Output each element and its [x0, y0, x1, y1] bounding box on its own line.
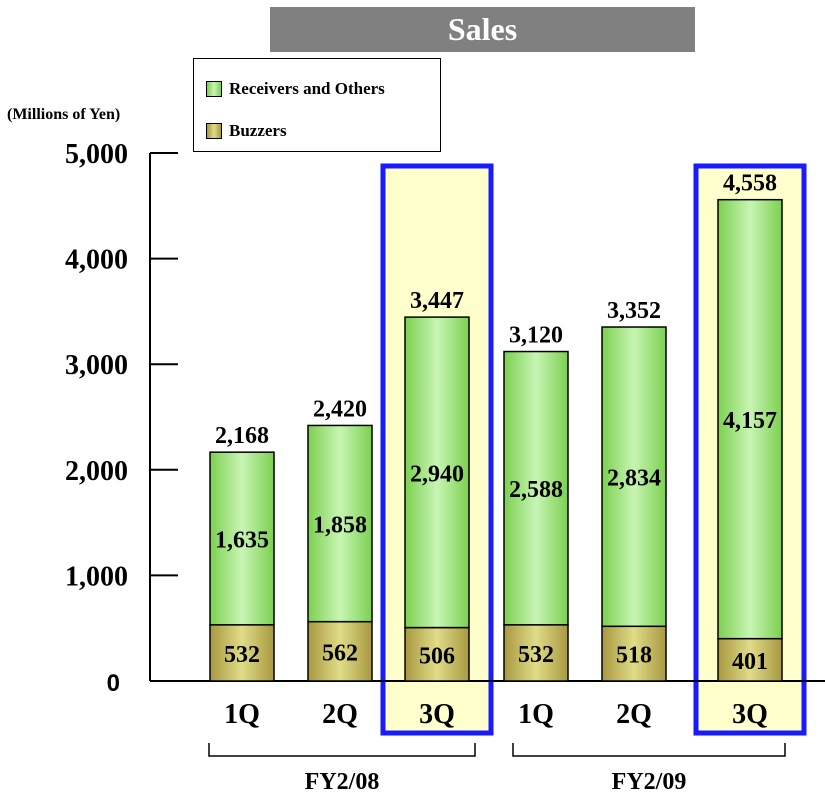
- bar-buzzers: [404, 626, 470, 682]
- label-total: 2,420: [313, 396, 367, 422]
- label-total: 2,168: [215, 423, 269, 449]
- label-receivers: 2,588: [509, 477, 563, 503]
- bar-receivers: [717, 198, 783, 640]
- label-total: 4,558: [723, 171, 777, 197]
- x-tick-label: 1Q: [224, 699, 260, 730]
- label-buzzers: 518: [616, 643, 652, 669]
- x-tick-label: 2Q: [616, 699, 652, 730]
- x-tick-label: 3Q: [419, 699, 455, 730]
- bar-receivers: [601, 326, 667, 628]
- group-label: FY2/09: [612, 769, 687, 795]
- y-tick-label: 4,000: [65, 245, 128, 276]
- legend-swatch-buzzers: [206, 123, 222, 139]
- label-buzzers: 562: [322, 640, 358, 666]
- bar-buzzers: [503, 624, 569, 682]
- y-tick-label: 2,000: [65, 456, 128, 487]
- label-receivers: 2,834: [607, 466, 661, 492]
- legend-item-receivers: Receivers and Others: [206, 79, 385, 99]
- label-total: 3,352: [607, 298, 661, 324]
- y-tick-label: 3,000: [65, 350, 128, 381]
- label-buzzers: 532: [224, 642, 260, 668]
- group-bracket: [512, 743, 786, 757]
- bar-buzzers: [717, 637, 783, 682]
- label-receivers: 4,157: [723, 408, 777, 434]
- y-tick-label: 5,000: [65, 139, 128, 170]
- bar-buzzers: [209, 624, 275, 682]
- bar-buzzers: [601, 625, 667, 682]
- label-buzzers: 532: [518, 642, 554, 668]
- y-axis-unit-label: (Millions of Yen): [7, 106, 121, 123]
- legend-swatch-receivers: [206, 81, 222, 97]
- legend-label-buzzers: Buzzers: [229, 121, 287, 140]
- label-buzzers: 401: [732, 649, 768, 675]
- bar-receivers: [503, 350, 569, 626]
- legend: Receivers and Others Buzzers: [193, 58, 441, 152]
- label-buzzers: 506: [419, 643, 455, 669]
- group-bracket: [208, 743, 476, 757]
- label-total: 3,120: [509, 323, 563, 349]
- bar-receivers: [307, 424, 373, 623]
- x-tick-label: 2Q: [322, 699, 358, 730]
- x-tick-label: 3Q: [732, 699, 768, 730]
- y-tick-label: 0: [107, 670, 120, 697]
- chart-title: Sales: [270, 7, 695, 52]
- label-receivers: 2,940: [410, 461, 464, 487]
- bar-receivers: [404, 316, 470, 629]
- label-receivers: 1,858: [313, 513, 367, 539]
- legend-label-receivers: Receivers and Others: [229, 79, 385, 98]
- group-label: FY2/08: [305, 769, 380, 795]
- legend-item-buzzers: Buzzers: [206, 121, 287, 141]
- bar-receivers: [209, 451, 275, 626]
- y-tick-label: 1,000: [65, 561, 128, 592]
- x-tick-label: 1Q: [518, 699, 554, 730]
- label-total: 3,447: [410, 288, 464, 314]
- label-receivers: 1,635: [215, 527, 269, 553]
